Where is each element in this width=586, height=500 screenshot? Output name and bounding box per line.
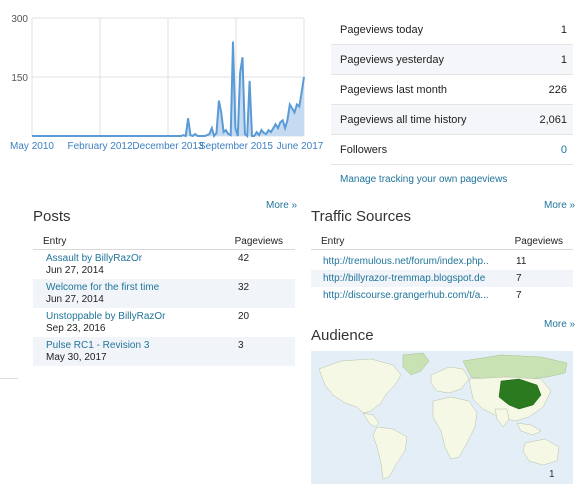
x-tick-label: June 2017 (277, 141, 324, 152)
followers-link[interactable]: 0 (560, 143, 567, 156)
pageviews-chart: 300 150 May 2010 February 2012 December 201… (10, 14, 324, 152)
post-date: Sep 23, 2016 (46, 323, 106, 334)
manage-tracking-link[interactable]: Manage tracking your own pageviews (340, 174, 508, 185)
posts-title: Posts (33, 208, 71, 225)
posts-table: Entry Pageviews Assault by BillyRazOr Ju… (33, 234, 295, 366)
post-link[interactable]: Unstoppable by BillyRazOr (46, 311, 166, 322)
post-link[interactable]: Assault by BillyRazOr (46, 253, 143, 264)
traffic-table: Entry Pageviews http://tremulous.net/for… (311, 234, 573, 304)
traffic-table-header: Entry Pageviews (311, 234, 573, 250)
x-tick-label: December 2013 (132, 141, 204, 152)
entry-column-header: Entry (43, 236, 67, 247)
post-views: 20 (238, 311, 250, 322)
traffic-source-link[interactable]: http://tremulous.net/forum/index.php.. (323, 256, 489, 267)
south-america (372, 426, 408, 480)
y-tick-label: 300 (11, 14, 28, 25)
post-link[interactable]: Pulse RC1 - Revision 3 (46, 340, 150, 351)
stat-value: 1 (560, 53, 567, 66)
audience-world-map[interactable]: 1 (311, 351, 573, 484)
australia (522, 438, 560, 466)
traffic-views: 7 (516, 290, 522, 301)
china-highlight (498, 378, 542, 410)
traffic-title: Traffic Sources (311, 208, 412, 225)
traffic-views: 7 (516, 273, 522, 284)
traffic-views: 11 (516, 256, 527, 267)
traffic-more-link[interactable]: More » (544, 200, 576, 211)
post-date: May 30, 2017 (46, 352, 107, 363)
x-tick-label: February 2012 (67, 141, 132, 152)
table-row: Assault by BillyRazOr Jun 27, 2014 42 (33, 250, 295, 279)
europe (430, 366, 470, 394)
stat-value: 226 (548, 83, 567, 96)
southeast-asia (516, 422, 542, 436)
audience-more-link[interactable]: More » (544, 319, 576, 330)
africa (432, 396, 478, 460)
table-row: http://tremulous.net/forum/index.php.. 1… (311, 253, 573, 270)
posts-more-link[interactable]: More » (266, 200, 298, 211)
y-tick-label: 150 (11, 73, 28, 84)
table-row: http://discourse.grangerhub.com/t/a... 7 (311, 287, 573, 304)
stats-table: Pageviews today 1 Pageviews yesterday 1 … (331, 15, 573, 165)
pageviews-column-header: Pageviews (234, 236, 283, 247)
table-row: Welcome for the first time Jun 27, 2014 … (33, 279, 295, 308)
post-link[interactable]: Welcome for the first time (46, 282, 160, 293)
traffic-source-link[interactable]: http://discourse.grangerhub.com/t/a... (323, 290, 489, 301)
x-tick-label: September 2015 (199, 141, 273, 152)
stat-label: Pageviews today (340, 23, 424, 36)
stat-value: 2,061 (539, 113, 567, 126)
entry-column-header: Entry (321, 236, 345, 247)
table-row: Unstoppable by BillyRazOr Sep 23, 2016 2… (33, 308, 295, 337)
table-row: Pulse RC1 - Revision 3 May 30, 2017 3 (33, 337, 295, 366)
stat-row-today: Pageviews today 1 (331, 15, 573, 45)
map-legend-value: 1 (549, 469, 555, 480)
stat-value: 1 (560, 23, 567, 36)
stat-row-all-time: Pageviews all time history 2,061 (331, 105, 573, 135)
posts-table-header: Entry Pageviews (33, 234, 295, 250)
post-views: 42 (238, 253, 250, 264)
traffic-source-link[interactable]: http://billyrazor-tremmap.blogspot.de (323, 273, 486, 284)
stat-row-yesterday: Pageviews yesterday 1 (331, 45, 573, 75)
stat-row-last-month: Pageviews last month 226 (331, 75, 573, 105)
stat-label: Pageviews yesterday (340, 53, 444, 66)
central-america (362, 412, 380, 428)
india (494, 408, 510, 428)
series-line (32, 41, 305, 139)
stat-label: Followers (340, 143, 388, 156)
stat-label: Pageviews all time history (340, 113, 467, 126)
stat-row-followers: Followers 0 (331, 135, 573, 165)
north-america (318, 358, 402, 414)
divider (0, 378, 18, 379)
x-tick-label: May 2010 (10, 141, 54, 152)
post-views: 32 (238, 282, 250, 293)
table-row: http://billyrazor-tremmap.blogspot.de 7 (311, 270, 573, 287)
greenland (402, 352, 430, 376)
pageviews-column-header: Pageviews (514, 236, 563, 247)
post-date: Jun 27, 2014 (46, 265, 104, 276)
post-views: 3 (238, 340, 244, 351)
stat-label: Pageviews last month (340, 83, 447, 96)
audience-title: Audience (311, 327, 374, 344)
post-date: Jun 27, 2014 (46, 294, 104, 305)
